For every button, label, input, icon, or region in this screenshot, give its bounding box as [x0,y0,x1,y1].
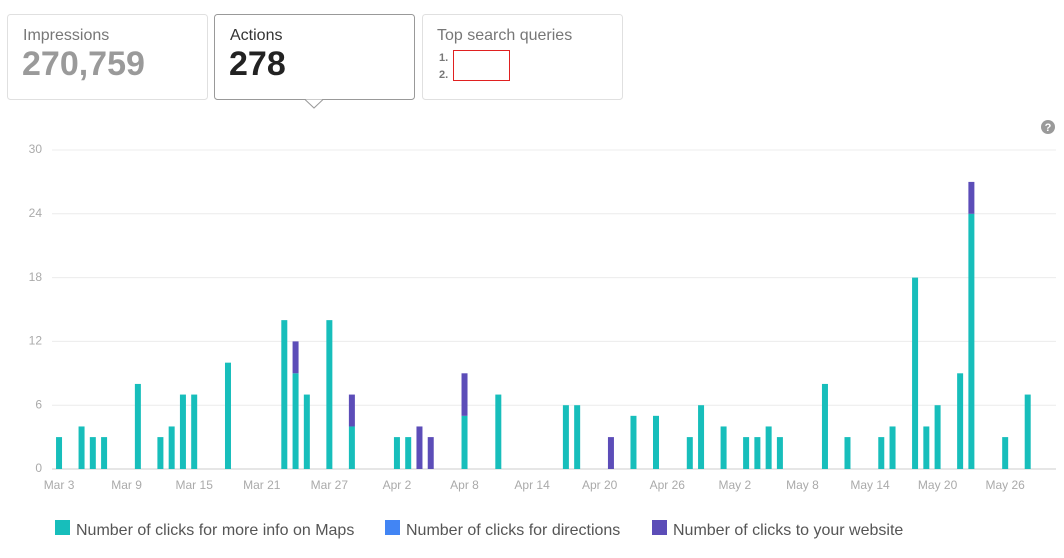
query-marker: 2. [439,69,448,81]
card-value: 278 [229,45,286,83]
query-marker: 1. [439,52,448,64]
x-tick-label: Mar 21 [243,478,281,492]
x-tick-label: Mar 15 [176,478,214,492]
bar-segment [844,437,851,469]
bar-segment [303,394,310,469]
bar-segment [743,437,750,469]
x-tick-label: May 20 [918,478,958,492]
x-tick-label: Apr 20 [582,478,618,492]
bar-segment [168,426,175,469]
bar-segment [957,373,964,469]
x-tick-label: Apr 14 [514,478,550,492]
bar-segment [776,437,783,469]
x-tick-label: Apr 26 [650,478,686,492]
bar-segment [78,426,85,469]
legend-label: Number of clicks for directions [406,522,620,539]
bar-segment [653,415,660,469]
bar-segment [191,394,198,469]
bar-segment [923,426,930,469]
bar-segment [348,394,355,427]
help-icon[interactable] [1041,120,1055,134]
bar-segment [968,213,975,469]
bar-segment [89,437,96,469]
y-tick-label: 18 [29,270,43,284]
bar-segment [574,405,581,469]
impressions-card[interactable] [7,14,208,100]
bar-segment [101,437,108,469]
bar-segment [134,383,141,469]
bar-segment [562,405,569,469]
legend-swatch [385,520,400,535]
bar-segment [461,373,468,416]
bar-segment [393,437,400,469]
bar-segment [281,320,288,469]
bar-segment [754,437,761,469]
bar-segment [416,426,423,469]
chart: 0 6 12 18 24 30 Mar 3 Mar 9 Mar 15 Mar 21 Mar 27 Ap… [29,142,1056,539]
y-tick-label: 0 [35,461,42,475]
bar-segment [179,394,186,469]
bar-segment [348,426,355,469]
x-tick-label: Mar 3 [44,478,75,492]
card-label: Top search queries [437,27,572,44]
bar-segment [934,405,941,469]
card-pointer [304,99,324,109]
bar-segment [405,437,412,469]
y-tick-label: 30 [29,142,43,156]
bar-segment [968,181,975,214]
bar-segment [686,437,693,469]
help-icon-glyph: ? [1045,122,1052,134]
bar-segment [292,373,299,469]
bar-segment [878,437,885,469]
bar-segment [292,341,299,374]
y-tick-label: 12 [29,334,43,348]
x-tick-label: Mar 27 [311,478,349,492]
bar-segment [1024,394,1031,469]
x-tick-label: May 14 [850,478,890,492]
bar-segment [326,320,333,469]
bar-segment [427,437,434,469]
bar-segment [1002,437,1009,469]
x-tick-label: May 26 [985,478,1025,492]
legend-label: Number of clicks for more info on Maps [76,522,354,539]
bar-segment [889,426,896,469]
redaction-box [453,50,510,81]
y-tick-label: 6 [35,397,42,411]
x-tick-label: Mar 9 [111,478,142,492]
bar-segment [765,426,772,469]
card-value: 270,759 [22,45,145,83]
legend-swatch [652,520,667,535]
bar-segment [630,415,637,469]
bar-segment [495,394,502,469]
bar-segment [698,405,705,469]
bar-segment [224,362,231,469]
legend-swatch [55,520,70,535]
bar-segment [157,437,164,469]
bar-segment [912,277,919,469]
bar-segment [461,415,468,469]
bar-segment [821,383,828,469]
card-label: Impressions [23,27,109,44]
y-tick-label: 24 [29,206,43,220]
card-label: Actions [230,27,282,44]
x-tick-label: May 8 [786,478,819,492]
bar-segment [607,437,614,469]
bar-segment [56,437,63,469]
x-tick-label: May 2 [719,478,752,492]
legend-label: Number of clicks to your website [673,522,903,539]
queries-card[interactable] [422,14,623,100]
bar-segment [720,426,727,469]
x-tick-label: Apr 8 [450,478,479,492]
x-tick-label: Apr 2 [383,478,412,492]
